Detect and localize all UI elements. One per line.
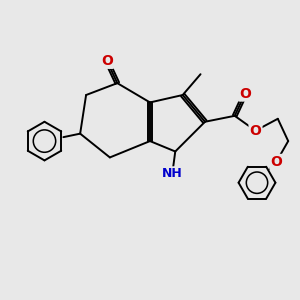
Text: O: O bbox=[101, 54, 113, 68]
Text: O: O bbox=[270, 155, 282, 169]
Text: NH: NH bbox=[162, 167, 183, 180]
Text: O: O bbox=[239, 86, 251, 100]
Text: O: O bbox=[250, 124, 262, 138]
